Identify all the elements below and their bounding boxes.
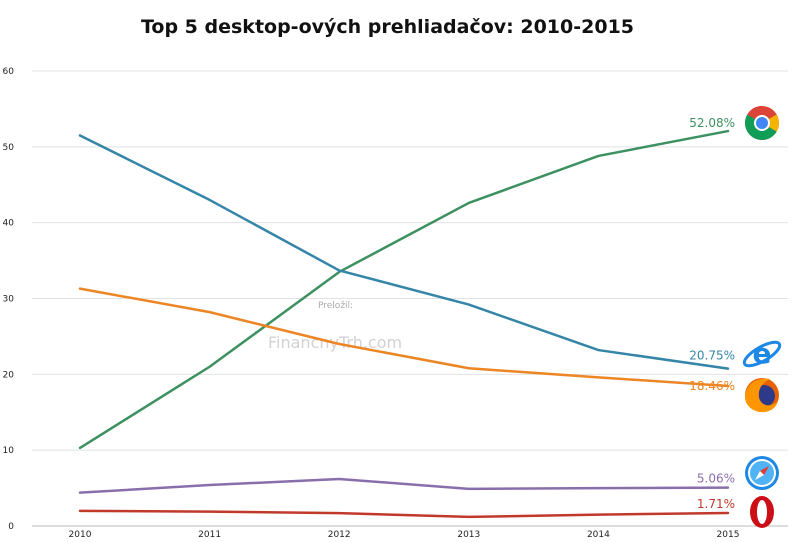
x-axis-ticks: 2010 2011 2012 2013 2014 2015 xyxy=(69,530,740,540)
end-labels: 52.08% 20.75% 18.46% 5.06% 1.71% xyxy=(689,116,735,511)
firefox-icon xyxy=(745,378,779,413)
series-end-label: 20.75% xyxy=(689,349,735,363)
series-line xyxy=(78,134,730,370)
x-tick-label: 2015 xyxy=(717,530,740,540)
safari-icon xyxy=(745,456,779,490)
y-tick-label: 0 xyxy=(8,522,14,532)
gridlines xyxy=(32,70,788,527)
series-line xyxy=(78,509,730,519)
chrome-icon xyxy=(745,106,779,140)
series-end-label: 5.06% xyxy=(697,472,735,486)
y-tick-label: 40 xyxy=(3,219,15,229)
series-line xyxy=(78,477,730,494)
series-end-label: 1.71% xyxy=(697,497,735,511)
y-tick-label: 10 xyxy=(3,446,15,456)
chart-title: Top 5 desktop-ových prehliadačov: 2010-2… xyxy=(140,16,635,38)
y-tick-label: 50 xyxy=(3,143,15,153)
y-tick-label: 20 xyxy=(3,370,15,380)
x-tick-label: 2012 xyxy=(328,530,351,540)
opera-icon xyxy=(750,496,774,528)
internet-explorer-icon: e xyxy=(742,337,782,370)
series-lines xyxy=(78,129,730,519)
x-tick-label: 2011 xyxy=(198,530,221,540)
y-tick-label: 30 xyxy=(3,295,15,305)
series-line xyxy=(78,129,730,450)
y-tick-label: 60 xyxy=(3,67,15,77)
watermark-line1: Preložil: xyxy=(318,301,353,311)
series-end-label: 52.08% xyxy=(689,116,735,130)
series-line xyxy=(78,287,730,388)
x-tick-label: 2010 xyxy=(69,530,92,540)
x-tick-label: 2014 xyxy=(587,530,610,540)
series-end-label: 18.46% xyxy=(689,379,735,393)
browser-icons: e xyxy=(742,106,782,528)
y-axis-ticks: 0 10 20 30 40 50 60 xyxy=(3,67,15,532)
svg-text:e: e xyxy=(753,337,772,370)
x-tick-label: 2013 xyxy=(457,530,480,540)
